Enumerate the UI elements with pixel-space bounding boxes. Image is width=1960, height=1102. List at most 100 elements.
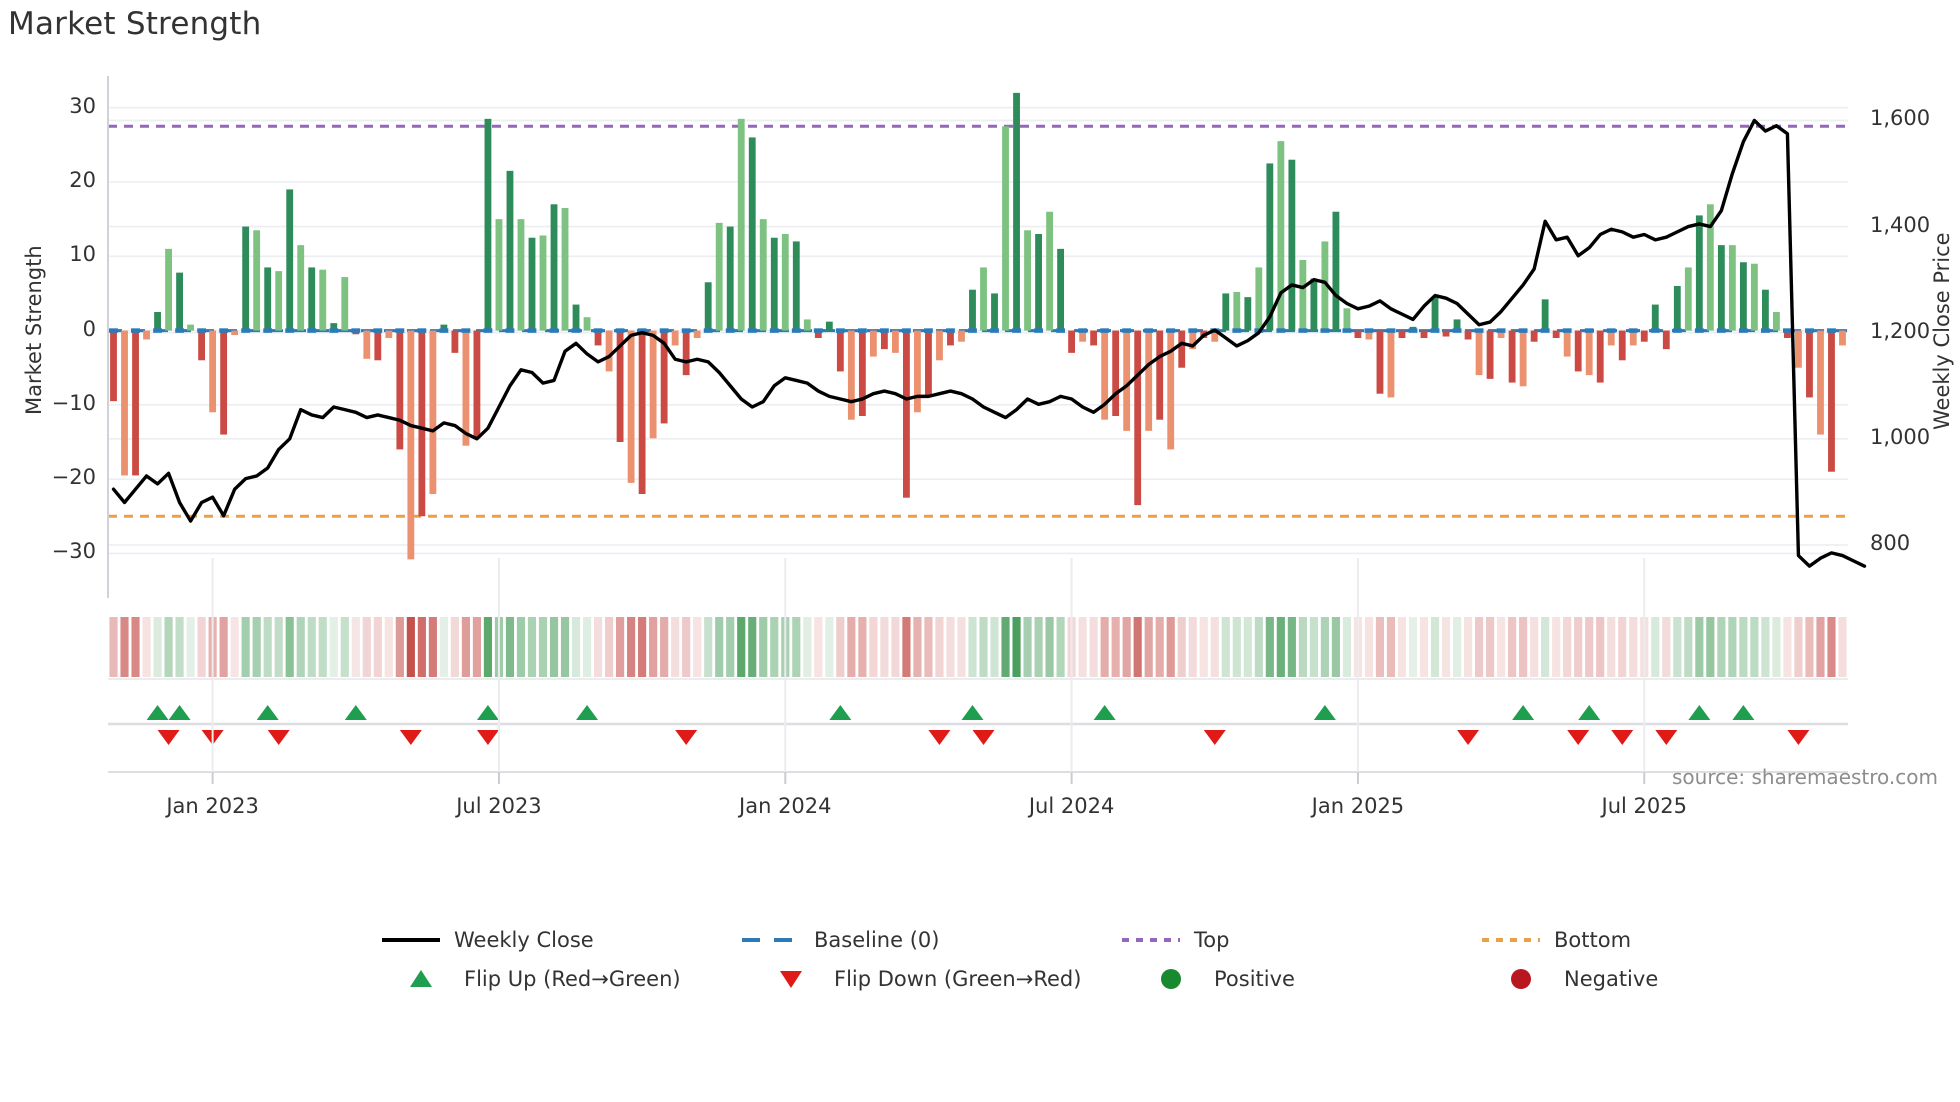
- strength-bar: [407, 330, 415, 560]
- strength-bar: [1574, 330, 1582, 372]
- strength-bar: [1563, 330, 1571, 357]
- strength-bar: [671, 330, 679, 346]
- strength-bar: [1321, 241, 1329, 331]
- heatmap-cell: [1419, 617, 1429, 677]
- y-tick-left: 0: [82, 316, 96, 341]
- heatmap-strip-svg: [108, 617, 1848, 680]
- strength-bar: [925, 330, 932, 398]
- heatmap-cell: [1309, 617, 1318, 677]
- strength-bar: [1123, 330, 1131, 431]
- legend-item[interactable]: Positive: [1140, 967, 1295, 991]
- strength-bar: [737, 118, 745, 331]
- strength-bar: [583, 317, 591, 331]
- x-tick-label: Jan 2024: [739, 794, 832, 818]
- heatmap-cell: [1221, 617, 1230, 677]
- heatmap-cell: [175, 617, 184, 677]
- legend-item[interactable]: Weekly Close: [380, 928, 594, 952]
- strength-bar: [858, 330, 866, 416]
- heatmap-cell: [1563, 617, 1572, 677]
- heatmap-cell: [549, 617, 559, 677]
- heatmap-cell: [1276, 617, 1285, 677]
- strength-bar: [1651, 304, 1659, 331]
- strength-bar: [947, 330, 954, 346]
- strength-bar: [242, 226, 250, 331]
- strength-bar: [1354, 330, 1362, 338]
- heatmap-cell: [527, 617, 537, 677]
- strength-bar: [341, 277, 349, 331]
- strength-bar: [110, 330, 117, 402]
- heatmap-cell: [1056, 617, 1065, 677]
- legend-label: Positive: [1214, 966, 1295, 991]
- x-axis-svg: [108, 558, 1848, 784]
- strength-bar: [363, 330, 371, 359]
- strength-bar: [1365, 330, 1373, 340]
- flip-up-marker: [576, 705, 599, 720]
- flip-down-marker: [675, 730, 698, 745]
- heatmap-cell: [660, 617, 669, 677]
- heatmap-cell: [968, 617, 977, 677]
- heatmap-cell: [406, 617, 415, 677]
- heatmap-cell: [1320, 617, 1329, 677]
- heatmap-cell: [461, 617, 470, 677]
- strength-bar: [176, 272, 183, 331]
- heatmap-cell: [902, 617, 911, 677]
- circle-icon: [1140, 968, 1202, 990]
- strength-bar: [1662, 330, 1670, 350]
- strength-bar: [605, 330, 613, 372]
- flip-up-marker: [1732, 705, 1755, 720]
- heatmap-cell: [1452, 617, 1462, 677]
- strength-bar: [1024, 230, 1031, 331]
- heatmap-cell: [1287, 617, 1296, 677]
- flip-down-marker: [1611, 730, 1634, 745]
- flip-down-marker: [928, 730, 951, 745]
- strength-bar: [451, 330, 459, 353]
- heatmap-cell: [748, 617, 757, 677]
- strength-bar: [462, 330, 470, 446]
- strength-bar: [1585, 330, 1593, 376]
- x-tick-label: Jul 2023: [456, 794, 542, 818]
- strength-bar: [1739, 262, 1747, 331]
- page-title: Market Strength: [8, 6, 262, 42]
- heatmap-cell: [616, 617, 625, 677]
- strength-bar: [1673, 286, 1681, 331]
- strength-bar: [1145, 330, 1153, 431]
- heatmap-cell: [627, 617, 636, 677]
- legend-item[interactable]: Bottom: [1480, 928, 1631, 952]
- heatmap-cell: [638, 617, 647, 677]
- heatmap-cell: [1463, 617, 1473, 677]
- legend-item[interactable]: Flip Down (Green→Red): [760, 967, 1081, 991]
- legend-item[interactable]: Baseline (0): [740, 928, 939, 952]
- legend-item[interactable]: Negative: [1490, 967, 1658, 991]
- heatmap-cell: [373, 617, 382, 677]
- strength-bar: [1013, 92, 1020, 331]
- y-tick-right: 1,000: [1870, 424, 1931, 449]
- strength-bar: [1046, 211, 1053, 331]
- heatmap-cell: [726, 617, 735, 677]
- strength-bar: [1442, 330, 1450, 337]
- heatmap-cell: [538, 617, 548, 677]
- heatmap-cell: [472, 617, 481, 677]
- heatmap-cell: [649, 617, 658, 677]
- heatmap-cell: [131, 617, 140, 677]
- line-dotted-icon: [1120, 929, 1182, 951]
- strength-bar: [1475, 330, 1483, 376]
- strength-bar: [1376, 330, 1384, 394]
- strength-bar: [1420, 330, 1428, 338]
- strength-bar: [231, 330, 239, 336]
- heatmap-cell: [1364, 617, 1374, 677]
- strength-bar: [165, 248, 172, 331]
- legend-item[interactable]: Flip Up (Red→Green): [390, 967, 681, 991]
- y-tick-left: 30: [69, 93, 96, 118]
- heatmap-cell: [1386, 617, 1396, 677]
- heatmap-cell: [814, 617, 823, 677]
- strength-bar: [1101, 330, 1109, 420]
- heatmap-cell: [1497, 617, 1506, 677]
- legend-item[interactable]: Top: [1120, 928, 1229, 952]
- strength-bar: [1695, 215, 1703, 331]
- heatmap-cell: [1673, 617, 1682, 677]
- y-tick-left: −10: [51, 390, 96, 415]
- heatmap-cell: [1783, 617, 1792, 677]
- strength-bar: [1244, 297, 1252, 331]
- heatmap-cell: [230, 617, 239, 677]
- heatmap-cell: [1034, 617, 1043, 677]
